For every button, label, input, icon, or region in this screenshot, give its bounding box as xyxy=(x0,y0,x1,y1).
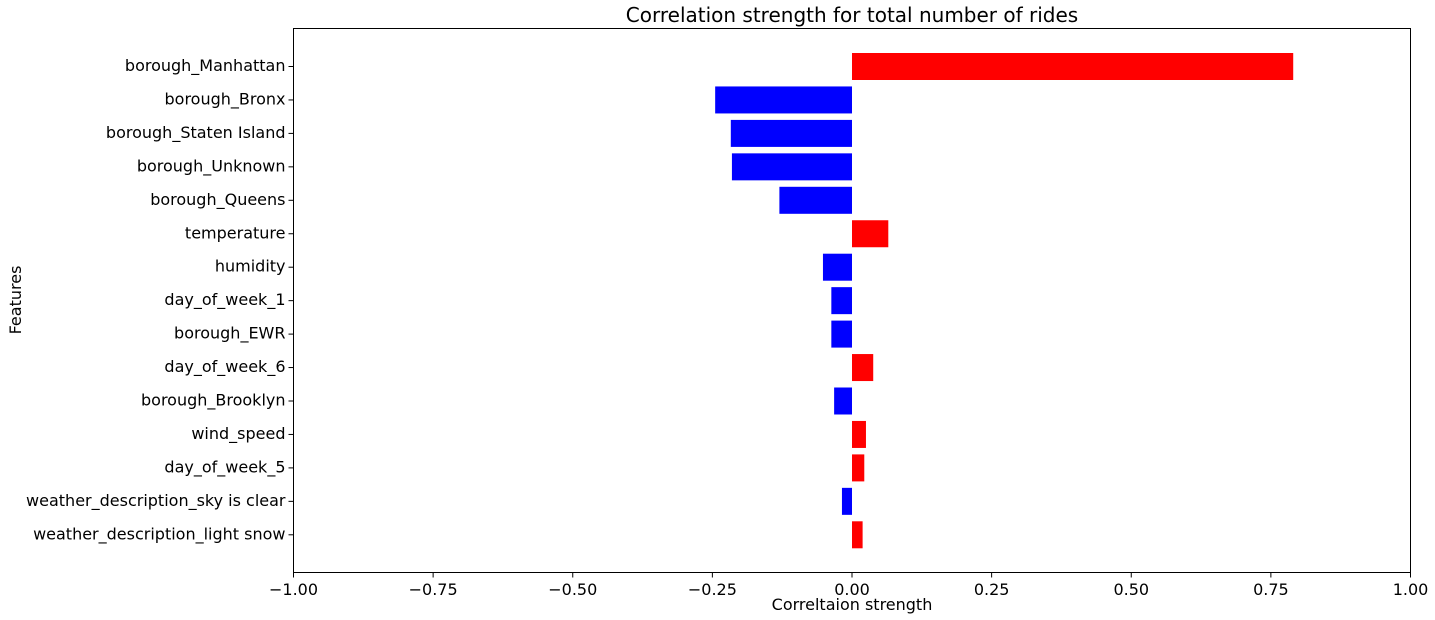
y-tick-label: wind_speed xyxy=(191,424,285,444)
x-tick-label: −0.75 xyxy=(409,580,458,599)
bars-group xyxy=(715,53,1294,549)
bar-borough-manhattan xyxy=(852,53,1294,80)
y-tick-label: humidity xyxy=(215,257,286,276)
bar-borough-brooklyn xyxy=(834,387,852,415)
bar-humidity xyxy=(822,253,852,281)
x-tick-label: 0.25 xyxy=(974,580,1010,599)
bar-borough-queens xyxy=(779,186,852,214)
bar-wind-speed xyxy=(852,420,866,448)
y-tick-label: borough_Brooklyn xyxy=(141,391,286,411)
bar-weather-description-light-snow xyxy=(852,521,863,549)
x-tick-label: −0.50 xyxy=(548,580,597,599)
y-tick-label: weather_description_sky is clear xyxy=(26,491,286,511)
x-tick-label: 0.00 xyxy=(834,580,870,599)
y-tick-label: weather_description_light snow xyxy=(33,524,285,544)
bar-borough-staten-island xyxy=(730,119,852,147)
y-axis-label: Features xyxy=(6,266,25,335)
y-tick-label: day_of_week_5 xyxy=(164,457,285,477)
y-tick-label: day_of_week_6 xyxy=(164,357,285,377)
bar-day-of-week-6 xyxy=(852,354,874,382)
x-axis-label: Correltaion strength xyxy=(772,595,933,614)
x-tick-labels: −1.00 −0.75 −0.50 −0.25 0.00 0.25 0.50 0.75 1.00 xyxy=(269,572,1429,599)
y-tick-label: borough_Manhattan xyxy=(125,56,286,76)
y-tick-label: borough_EWR xyxy=(174,324,285,344)
y-tick-label: temperature xyxy=(185,223,286,242)
y-tick-label: day_of_week_1 xyxy=(164,290,285,310)
y-tick-labels: borough_Manhattan borough_Bronx borough_St… xyxy=(26,56,294,544)
x-tick-label: −1.00 xyxy=(269,580,318,599)
bar-borough-bronx xyxy=(715,86,852,114)
x-tick-label: 1.00 xyxy=(1393,580,1429,599)
bar-weather-description-sky-is-clear xyxy=(841,487,852,515)
chart-title: Correlation strength for total number of… xyxy=(626,3,1078,27)
y-tick-label: borough_Unknown xyxy=(137,156,286,176)
y-tick-label: borough_Queens xyxy=(150,190,285,210)
y-tick-label: borough_Staten Island xyxy=(106,123,286,143)
bar-temperature xyxy=(852,220,889,248)
bar-borough-unknown xyxy=(731,153,852,181)
x-tick-label: −0.25 xyxy=(688,580,737,599)
y-tick-label: borough_Bronx xyxy=(165,89,286,109)
bar-day-of-week-5 xyxy=(852,454,865,482)
x-tick-label: 0.50 xyxy=(1113,580,1149,599)
x-tick-label: 0.75 xyxy=(1253,580,1289,599)
bar-borough-ewr xyxy=(831,320,852,348)
bar-day-of-week-1 xyxy=(831,287,852,315)
plot-frame xyxy=(293,28,1411,573)
